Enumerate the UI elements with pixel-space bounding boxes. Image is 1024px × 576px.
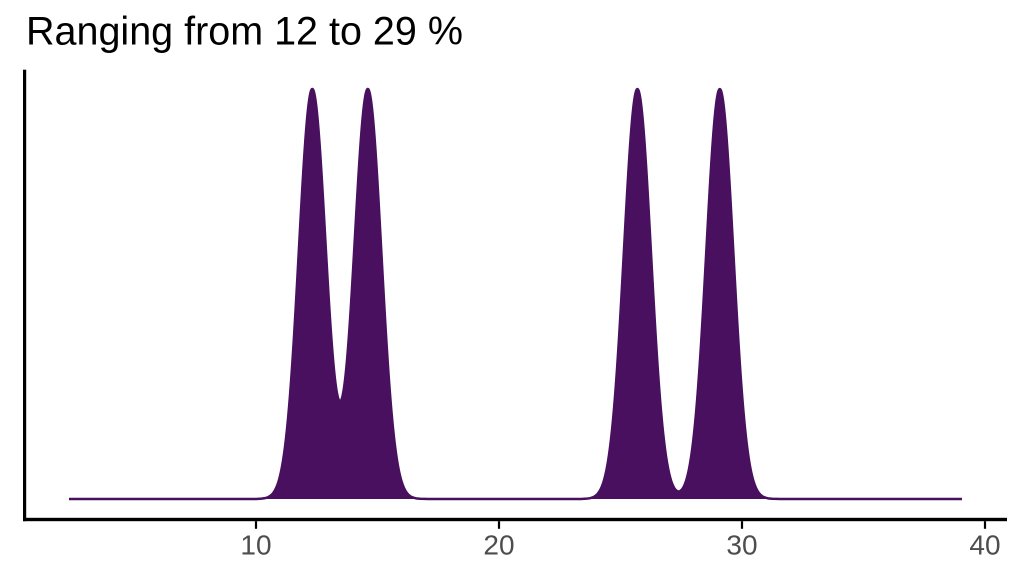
- svg-text:Ranging from 12 to 29 %: Ranging from 12 to 29 %: [26, 10, 463, 54]
- svg-text:30: 30: [726, 530, 757, 561]
- svg-text:10: 10: [240, 530, 271, 561]
- svg-text:40: 40: [969, 530, 1000, 561]
- svg-text:20: 20: [483, 530, 514, 561]
